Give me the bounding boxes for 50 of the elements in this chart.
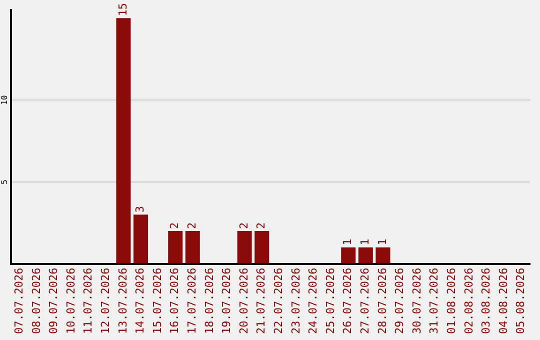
data-label: 2	[186, 222, 199, 230]
x-tick-label: 20.07.2026	[237, 268, 250, 334]
x-tick-label: 28.07.2026	[376, 268, 389, 334]
data-label: 1	[341, 238, 354, 246]
x-tick-label: 09.07.2026	[47, 268, 60, 334]
bar	[116, 18, 131, 264]
x-tick-label: 05.08.2026	[514, 268, 528, 334]
x-tick-label: 18.07.2026	[202, 268, 216, 334]
x-tick-label: 14.07.2026	[134, 268, 147, 334]
bar	[254, 231, 270, 264]
x-tick-label: 21.07.2026	[254, 268, 268, 334]
x-tick-label: 08.07.2026	[30, 268, 43, 334]
x-tick-label: 24.07.2026	[306, 268, 320, 334]
x-tick-label: 02.08.2026	[462, 268, 476, 334]
x-tick-label: 31.07.2026	[428, 268, 441, 334]
x-tick-label: 03.08.2026	[480, 268, 493, 334]
y-tick-label: 5	[0, 179, 10, 184]
data-label: 1	[376, 238, 389, 246]
data-label: 15	[116, 2, 130, 16]
x-tick-label: 01.08.2026	[445, 268, 458, 334]
x-tick-label: 04.08.2026	[496, 268, 510, 334]
x-tick-label: 10.07.2026	[64, 268, 78, 334]
x-tick-label: 29.07.2026	[393, 268, 406, 334]
data-label: 2	[254, 222, 268, 230]
bar	[237, 231, 252, 264]
x-tick-label: 11.07.2026	[82, 268, 95, 334]
data-label: 3	[134, 206, 147, 213]
bar	[185, 231, 200, 264]
x-tick-label: 19.07.2026	[220, 268, 234, 334]
bar	[341, 247, 356, 264]
y-tick-label: 10	[0, 95, 10, 105]
data-label: 2	[237, 222, 250, 230]
x-tick-label: 13.07.2026	[116, 268, 130, 334]
x-tick-label: 26.07.2026	[341, 268, 354, 334]
x-tick-label: 22.07.2026	[272, 268, 286, 334]
data-label: 2	[168, 222, 182, 230]
x-tick-label: 27.07.2026	[358, 268, 372, 334]
bar	[376, 247, 390, 264]
x-tick-label: 17.07.2026	[186, 268, 199, 334]
x-tick-label: 07.07.2026	[12, 268, 26, 334]
x-tick-label: 15.07.2026	[150, 268, 164, 334]
bar	[358, 247, 373, 264]
bar	[168, 231, 183, 264]
data-label: 1	[358, 238, 372, 246]
x-tick-label: 25.07.2026	[324, 268, 337, 334]
x-tick-label: 16.07.2026	[168, 268, 182, 334]
x-tick-label: 12.07.2026	[99, 268, 112, 334]
bar	[133, 214, 148, 264]
x-tick-label: 23.07.2026	[289, 268, 302, 334]
x-tick-label: 30.07.2026	[410, 268, 424, 334]
